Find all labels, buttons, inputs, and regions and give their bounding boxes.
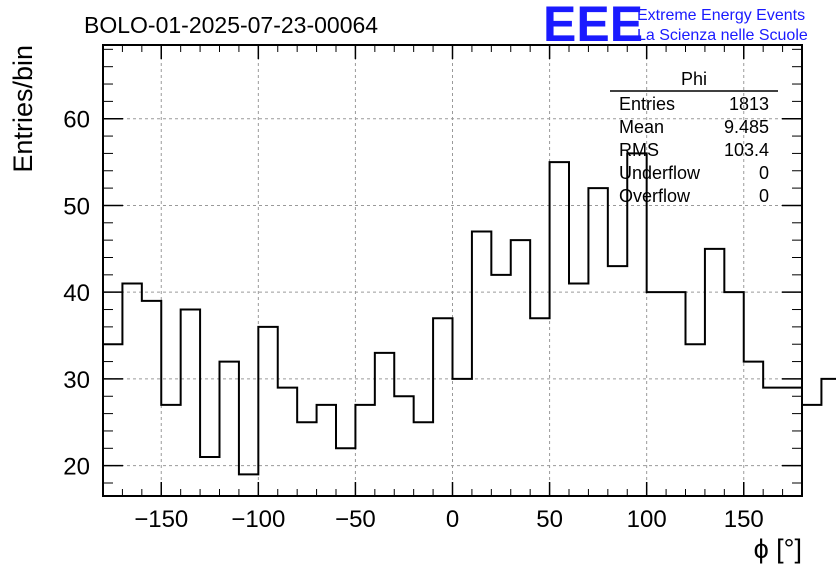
x-tick-label: −50 — [335, 506, 376, 533]
tick-labels: −150 −100 −50 0 50 100 150 20 30 40 50 60 — [63, 107, 763, 533]
stats-value: 103.4 — [724, 140, 769, 160]
histogram-bar — [821, 379, 836, 496]
grid-lines — [103, 45, 802, 496]
stats-label: Mean — [619, 117, 664, 137]
x-axis-label: ϕ [°] — [754, 534, 802, 564]
histogram-bar — [550, 162, 569, 496]
histogram-bar — [491, 275, 510, 496]
histogram-bar — [122, 284, 141, 496]
stats-label: Overflow — [619, 186, 691, 206]
logo-line-1: Extreme Energy Events — [637, 7, 805, 24]
x-tick-label: 100 — [627, 506, 667, 533]
histogram-bar — [763, 388, 782, 496]
logo-mark: EEE — [543, 0, 643, 52]
y-tick-label: 60 — [63, 107, 90, 134]
stats-label: RMS — [619, 140, 659, 160]
x-tick-label: 50 — [536, 506, 563, 533]
stats-label: Entries — [619, 94, 675, 114]
histogram-bar — [705, 249, 724, 496]
histogram-bar — [317, 405, 336, 496]
y-tick-label: 50 — [63, 193, 90, 220]
histogram-bar — [297, 422, 316, 496]
histogram-bar — [181, 310, 200, 496]
histogram-bar — [608, 266, 627, 496]
x-tick-label: −100 — [231, 506, 285, 533]
histogram-bar — [375, 353, 394, 496]
stats-value: 0 — [759, 163, 769, 183]
histogram-bar — [258, 327, 277, 496]
histogram-bar — [103, 344, 122, 496]
x-tick-label: 150 — [724, 506, 764, 533]
y-tick-label: 30 — [63, 367, 90, 394]
axis-ticks — [102, 45, 803, 496]
histogram-bar — [453, 379, 472, 496]
histogram-bar — [802, 405, 821, 496]
histogram-bar — [278, 388, 297, 496]
histogram-bar — [588, 188, 607, 496]
histogram-bar — [744, 362, 763, 496]
histogram-outline — [103, 152, 836, 476]
histogram-bar — [220, 362, 239, 496]
histogram-bar — [200, 457, 219, 496]
histogram-bar — [394, 396, 413, 496]
stats-rows: Entries 1813 Mean 9.485 RMS 103.4 Underflow 0 Ov… — [619, 94, 769, 206]
histogram-bar — [433, 318, 452, 496]
histogram-bar — [336, 448, 355, 496]
stats-box: Phi Entries 1813 Mean 9.485 RMS 103.4 Underflo… — [610, 69, 778, 206]
histogram-bar — [530, 318, 549, 496]
stats-value: 9.485 — [724, 117, 769, 137]
stats-value: 0 — [759, 186, 769, 206]
x-tick-label: −150 — [134, 506, 188, 533]
histogram-bar — [239, 474, 258, 496]
stats-label: Underflow — [619, 163, 701, 183]
histogram-bar — [161, 405, 180, 496]
plot-frame — [102, 44, 803, 497]
logo: EEE Extreme Energy Events La Scienza nel… — [543, 0, 808, 52]
chart-title: BOLO-01-2025-07-23-00064 — [84, 12, 378, 38]
histogram-bar — [472, 231, 491, 496]
y-tick-label: 40 — [63, 280, 90, 307]
stats-value: 1813 — [729, 94, 769, 114]
histogram-bar — [414, 422, 433, 496]
histogram-bar — [686, 344, 705, 496]
x-tick-label: 0 — [446, 506, 459, 533]
histogram-bar — [355, 405, 374, 496]
histogram-bar — [569, 284, 588, 496]
logo-line-2: La Scienza nelle Scuole — [637, 27, 808, 44]
histogram-bar — [511, 240, 530, 496]
histogram-bar — [783, 388, 802, 496]
y-axis-label: Entries/bin — [8, 45, 38, 173]
histogram-bar — [142, 301, 161, 496]
y-tick-label: 20 — [63, 454, 90, 481]
stats-title: Phi — [681, 69, 707, 89]
